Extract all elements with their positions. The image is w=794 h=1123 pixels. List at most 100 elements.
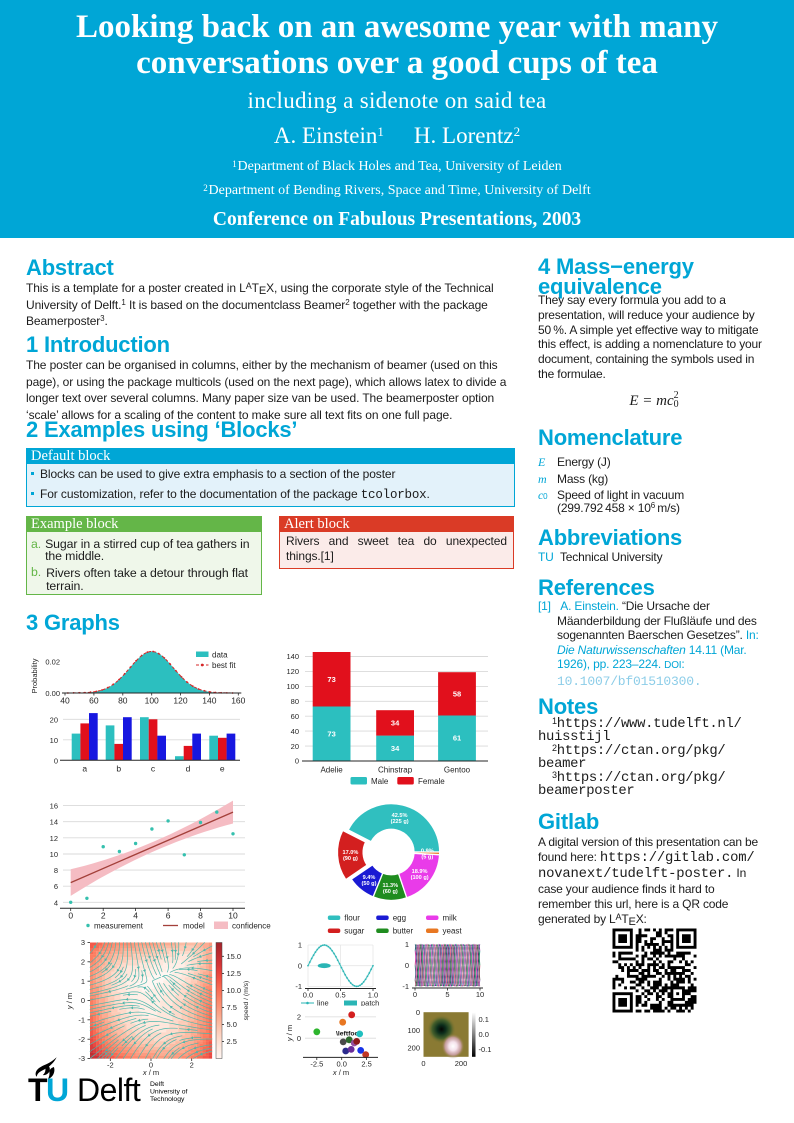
svg-text:3: 3	[81, 938, 85, 947]
svg-text:c: c	[151, 763, 156, 773]
svg-text:120: 120	[173, 696, 187, 706]
svg-text:University of: University of	[150, 1089, 188, 1096]
svg-text:34: 34	[391, 744, 400, 753]
svg-text:58: 58	[453, 689, 461, 698]
svg-text:0.02: 0.02	[45, 658, 60, 667]
svg-text:yeast: yeast	[443, 927, 463, 936]
svg-text:data: data	[212, 651, 228, 660]
svg-text:flour: flour	[344, 914, 360, 923]
svg-text:2.5: 2.5	[361, 1060, 371, 1069]
svg-text:17.0%: 17.0%	[342, 850, 358, 856]
svg-text:0.0: 0.0	[336, 1060, 346, 1069]
svg-text:T: T	[28, 1072, 48, 1108]
svg-text:42.5%: 42.5%	[392, 813, 408, 819]
svg-text:6: 6	[54, 882, 58, 891]
svg-text:Delft: Delft	[77, 1072, 141, 1108]
svg-text:Chinstrap: Chinstrap	[378, 766, 413, 775]
svg-text:-2: -2	[107, 1061, 114, 1070]
svg-text:2.5: 2.5	[227, 1037, 237, 1046]
svg-text:(100 g): (100 g)	[411, 875, 429, 881]
svg-text:0: 0	[405, 961, 409, 970]
svg-text:1: 1	[298, 941, 302, 950]
svg-text:(60 g): (60 g)	[383, 889, 398, 895]
svg-text:100: 100	[407, 1026, 420, 1035]
svg-text:d: d	[186, 763, 191, 773]
svg-text:milk: milk	[443, 914, 458, 923]
svg-text:\leftfoo: \leftfoo	[336, 1031, 359, 1038]
svg-text:100: 100	[145, 696, 159, 706]
svg-text:10: 10	[50, 736, 58, 745]
svg-text:73: 73	[327, 675, 335, 684]
svg-text:15.0: 15.0	[227, 952, 242, 961]
svg-text:2: 2	[190, 1061, 194, 1070]
svg-text:6: 6	[166, 911, 171, 921]
svg-text:best fit: best fit	[212, 661, 236, 670]
svg-text:16: 16	[50, 802, 58, 811]
svg-text:-0.1: -0.1	[479, 1045, 492, 1054]
svg-text:60: 60	[291, 712, 299, 721]
svg-text:Technology: Technology	[150, 1096, 185, 1103]
svg-text:100: 100	[286, 682, 299, 691]
svg-text:butter: butter	[393, 927, 414, 936]
svg-text:-3: -3	[78, 1054, 85, 1063]
svg-text:Gentoo: Gentoo	[444, 766, 471, 775]
svg-text:40: 40	[291, 727, 299, 736]
svg-text:-1: -1	[402, 982, 409, 991]
svg-text:model: model	[183, 922, 205, 931]
svg-text:60: 60	[89, 696, 99, 706]
svg-text:0.9%: 0.9%	[421, 849, 434, 855]
svg-text:20: 20	[50, 715, 58, 724]
svg-text:y / m: y / m	[65, 993, 74, 1010]
svg-text:10: 10	[50, 850, 58, 859]
svg-text:0: 0	[421, 1059, 425, 1068]
svg-text:160: 160	[231, 696, 245, 706]
svg-text:40: 40	[60, 696, 70, 706]
svg-text:5.0: 5.0	[227, 1020, 237, 1029]
svg-text:0: 0	[297, 1034, 301, 1043]
svg-text:Male: Male	[371, 777, 389, 786]
svg-text:(50 g): (50 g)	[362, 881, 377, 887]
svg-text:0.1: 0.1	[479, 1015, 489, 1024]
svg-text:b: b	[116, 763, 121, 773]
svg-text:0.00: 0.00	[45, 689, 60, 698]
svg-text:5: 5	[445, 990, 449, 999]
svg-text:4: 4	[133, 911, 138, 921]
svg-text:a: a	[82, 763, 87, 773]
svg-text:0: 0	[416, 1008, 420, 1017]
svg-text:egg: egg	[393, 914, 406, 923]
svg-text:200: 200	[455, 1059, 468, 1068]
svg-text:patch: patch	[361, 999, 379, 1007]
svg-text:4: 4	[54, 898, 58, 907]
svg-text:0: 0	[81, 996, 85, 1005]
svg-text:measurement: measurement	[94, 922, 144, 931]
svg-text:10: 10	[476, 990, 484, 999]
svg-text:-2.5: -2.5	[310, 1060, 323, 1069]
svg-text:y / m: y / m	[286, 1025, 294, 1042]
svg-text:0: 0	[149, 1061, 153, 1070]
svg-text:8: 8	[54, 866, 58, 875]
svg-text:12.5: 12.5	[227, 969, 242, 978]
svg-text:2: 2	[81, 958, 85, 967]
svg-text:12: 12	[50, 834, 58, 843]
svg-text:0.0: 0.0	[479, 1030, 489, 1039]
svg-text:0: 0	[298, 961, 302, 970]
svg-text:0.5: 0.5	[335, 991, 345, 1000]
svg-text:2: 2	[297, 1013, 301, 1022]
svg-text:0.0: 0.0	[303, 991, 313, 1000]
svg-text:speed / (m/s): speed / (m/s)	[243, 981, 250, 1021]
svg-text:Probability: Probability	[30, 658, 39, 693]
svg-text:x / m: x / m	[142, 1068, 159, 1077]
svg-text:(225 g): (225 g)	[391, 819, 409, 825]
svg-text:-1: -1	[78, 1016, 85, 1025]
svg-text:73: 73	[327, 729, 335, 738]
svg-text:(5 g): (5 g)	[421, 855, 433, 861]
svg-text:2: 2	[101, 911, 106, 921]
svg-text:8: 8	[198, 911, 203, 921]
svg-text:-1: -1	[295, 982, 302, 991]
svg-text:120: 120	[286, 667, 299, 676]
svg-text:0: 0	[54, 756, 58, 765]
svg-text:0: 0	[68, 911, 73, 921]
svg-text:-2: -2	[78, 1035, 85, 1044]
svg-text:10.0: 10.0	[227, 986, 242, 995]
svg-text:0: 0	[295, 757, 299, 766]
